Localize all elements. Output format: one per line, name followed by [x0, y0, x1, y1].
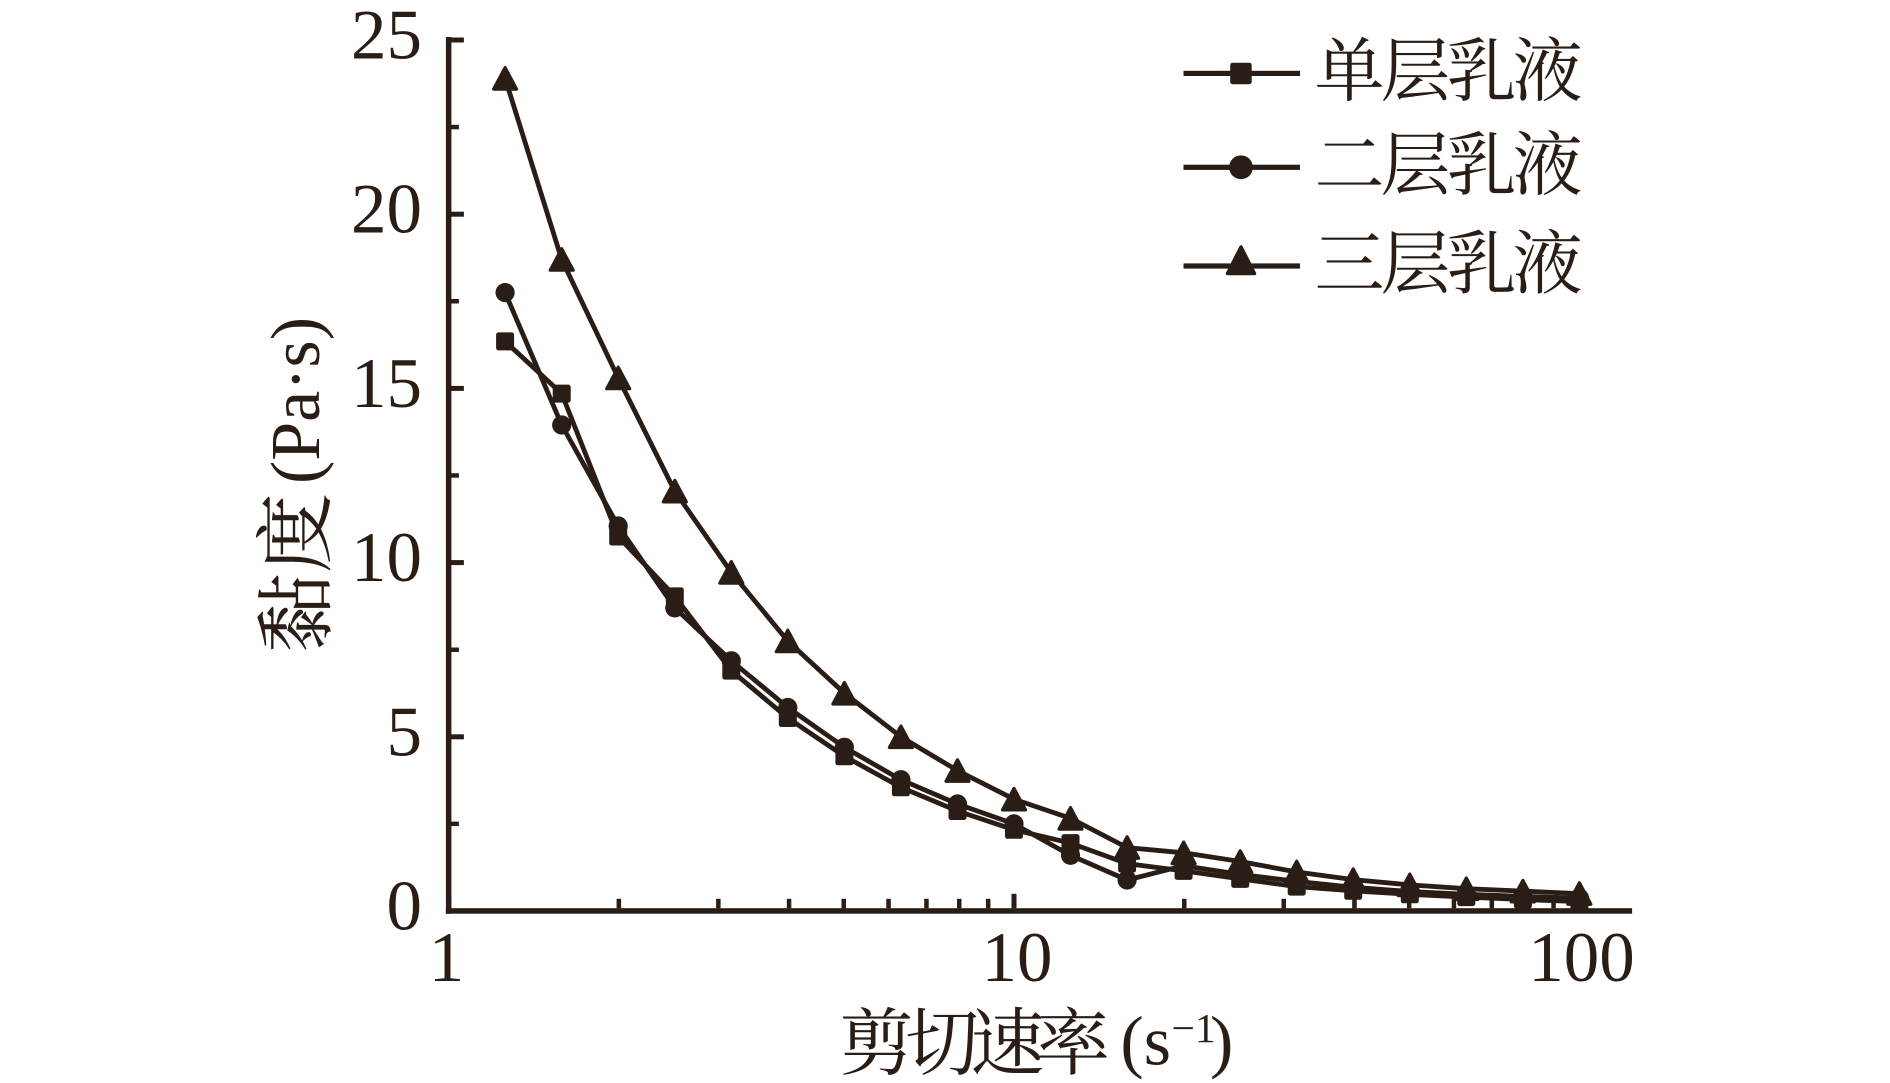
svg-text:10: 10	[351, 519, 422, 597]
svg-text:(s: (s	[1120, 1004, 1171, 1081]
svg-text:10: 10	[982, 919, 1053, 997]
svg-text:15: 15	[351, 345, 422, 423]
svg-text:0: 0	[387, 868, 423, 946]
svg-text:(Pa·s): (Pa·s)	[258, 317, 335, 484]
svg-text:100: 100	[1528, 919, 1635, 997]
svg-text:−1: −1	[1172, 1005, 1216, 1051]
svg-text:5: 5	[387, 693, 423, 771]
svg-text:): )	[1210, 1004, 1233, 1081]
svg-text:20: 20	[351, 171, 422, 249]
svg-text:25: 25	[351, 0, 422, 75]
svg-text:1: 1	[429, 919, 465, 997]
